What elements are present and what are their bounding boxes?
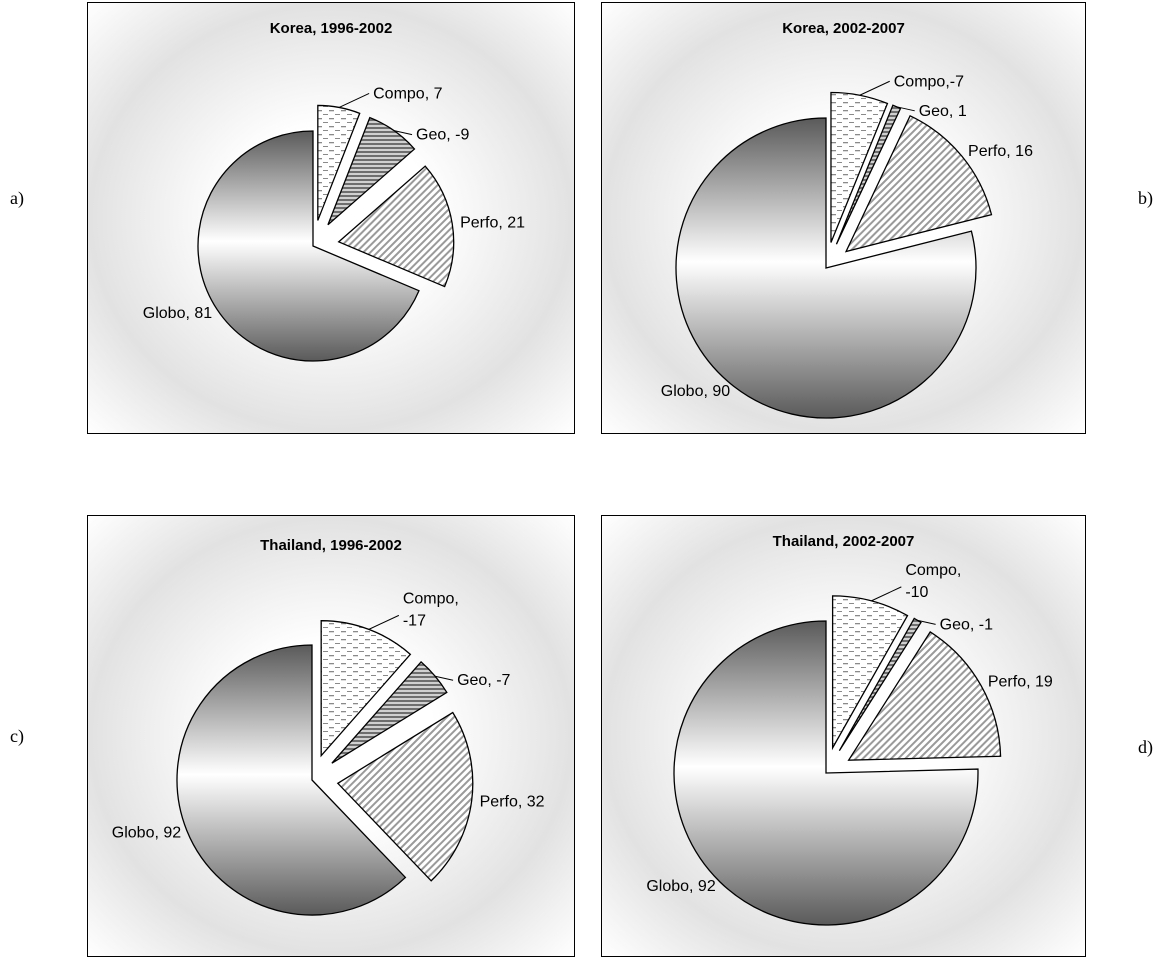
chart-panel-korea-2002-2007: Korea, 2002-2007 Compo,-7 Geo, 1 Perfo, 16… (601, 2, 1086, 434)
chart-panel-korea-1996-2002: Korea, 1996-2002 Compo, 7 Geo, -9 Perfo, 2… (87, 2, 575, 434)
slice-label-geo: Geo, -7 (457, 672, 510, 689)
pie-slice-perfo (337, 165, 455, 288)
pie-chart: Compo, -17 Geo, -7 Perfo, 32 Globo, 92 (112, 590, 545, 916)
pie-chart: Compo,-7 Geo, 1 Perfo, 16 Globo, 90 (661, 73, 1033, 419)
slice-label-globo: Globo, 81 (143, 305, 212, 322)
slice-label-globo: Globo, 92 (112, 825, 181, 842)
pie-slice-globo (673, 620, 979, 926)
slice-label-geo: Geo, -9 (416, 127, 469, 144)
pie-slice-perfo (844, 114, 993, 253)
slice-label-geo: Geo, 1 (919, 103, 967, 120)
leader-line (338, 92, 370, 108)
pie-slice-geo (327, 116, 416, 226)
slice-label-globo: Globo, 92 (646, 878, 715, 895)
panel-label-b: b) (1138, 188, 1153, 208)
pie-slice-globo (197, 130, 420, 362)
leader-line (859, 80, 890, 96)
chart-title: Korea, 1996-2002 (269, 20, 393, 37)
slice-label-compo: Compo,-7 (894, 73, 964, 90)
slice-label-geo: Geo, -1 (940, 616, 993, 633)
slice-label-compo: Compo, -17 (403, 590, 459, 629)
leader-line (917, 619, 936, 625)
pie-slice-geo (838, 617, 922, 752)
panel-label-a: a) (10, 188, 24, 208)
chart-title: Thailand, 1996-2002 (260, 537, 402, 554)
slice-label-compo: Compo, 7 (373, 85, 442, 102)
slice-label-perfo: Perfo, 19 (988, 673, 1053, 690)
slice-label-globo: Globo, 90 (661, 383, 730, 400)
slice-label-perfo: Perfo, 16 (968, 143, 1033, 160)
pie-chart: Compo, -10 Geo, -1 Perfo, 19 Globo, 92 (646, 562, 1053, 926)
pie-slice-compo (320, 620, 412, 758)
chart-title: Korea, 2002-2007 (782, 20, 905, 37)
leader-line (393, 130, 413, 136)
chart-title: Thailand, 2002-2007 (772, 533, 915, 550)
chart-panel-thailand-2002-2007: Thailand, 2002-2007 Compo, -10 Geo, -1 Perf… (601, 515, 1086, 957)
leader-line (871, 586, 902, 602)
slice-label-compo: Compo, -10 (905, 562, 961, 601)
pie-slice-perfo (336, 711, 474, 882)
pie-slice-compo (831, 595, 909, 751)
chart-panel-thailand-1996-2002: Thailand, 1996-2002 Compo, -17 Geo, -7 Perf… (87, 515, 575, 957)
pie-slice-globo (176, 644, 407, 916)
pie-slice-geo (331, 660, 448, 764)
panel-label-c: c) (10, 726, 24, 746)
leader-line (896, 106, 915, 112)
slice-label-perfo: Perfo, 32 (480, 793, 545, 810)
leader-line (434, 675, 454, 681)
slice-label-perfo: Perfo, 21 (460, 214, 525, 231)
pie-chart: Compo, 7 Geo, -9 Perfo, 21 Globo, 81 (143, 85, 525, 362)
leader-line (368, 614, 400, 630)
panel-label-d: d) (1138, 737, 1153, 757)
pie-slice-globo (675, 117, 977, 419)
pie-slice-compo (317, 104, 361, 221)
pie-slice-perfo (847, 631, 1002, 761)
pie-slice-compo (830, 91, 889, 243)
